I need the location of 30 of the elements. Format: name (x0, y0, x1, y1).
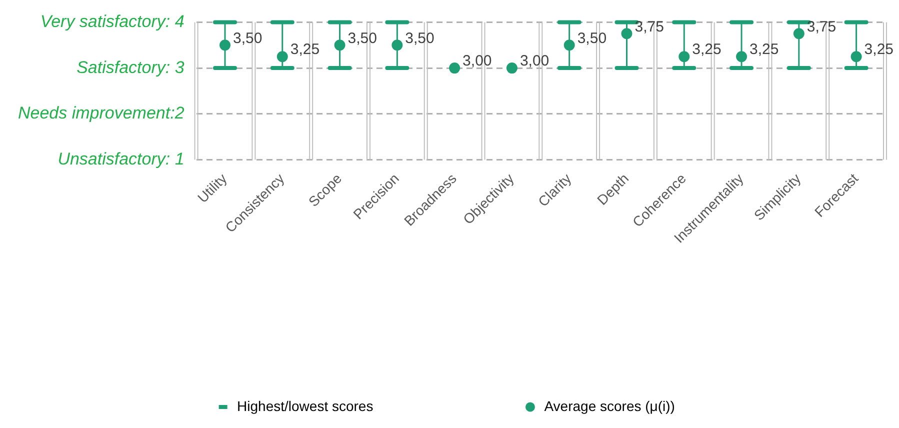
y-tick-label: Needs improvement:2 (18, 104, 185, 123)
point (793, 28, 804, 40)
point (334, 40, 346, 51)
y-tick-label: Very satisfactory: 4 (40, 12, 184, 31)
point (219, 40, 230, 51)
y-tick-label: Satisfactory: 3 (76, 58, 185, 77)
legend-label: Average scores (μ(i)) (544, 398, 675, 414)
data-label: 3,25 (290, 41, 320, 58)
data-label: 3,50 (577, 30, 607, 47)
text: Highest/lowest scores (237, 398, 374, 414)
point (276, 51, 288, 62)
data-label: 3,00 (520, 52, 550, 70)
point (736, 51, 748, 62)
point (678, 51, 690, 62)
data-label: 3,00 (462, 52, 492, 70)
data-label: 3,25 (864, 41, 894, 58)
point (621, 28, 632, 40)
y-tick-label: Unsatisfactory: 1 (58, 149, 184, 168)
point (850, 51, 862, 62)
point (506, 62, 518, 74)
data-label: 3,50 (232, 30, 262, 47)
data-label: 3,75 (634, 18, 664, 36)
data-label: 3,25 (692, 41, 722, 58)
data-label: 3,75 (806, 18, 836, 36)
data-label: 3,25 (750, 41, 779, 58)
data-label: 3,50 (405, 30, 434, 47)
data-label: 3,50 (348, 30, 377, 47)
point (449, 62, 460, 74)
point (392, 40, 403, 51)
point (564, 40, 575, 51)
